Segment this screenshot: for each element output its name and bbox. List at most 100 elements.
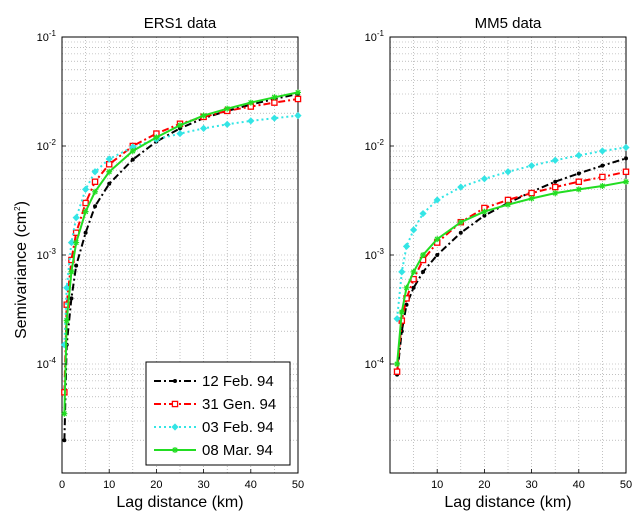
- ers1-series-point: [63, 317, 70, 324]
- ers1-series-point: [62, 438, 67, 443]
- mm5-y-tick-exponent: -3: [377, 247, 385, 256]
- ers1-y-tick-exponent: -4: [49, 356, 57, 365]
- ers1-y-tick-label: 10-1: [37, 29, 57, 44]
- mm5-y-tick-exponent: -2: [377, 138, 385, 147]
- ers1-series-point: [294, 95, 302, 103]
- mm5-x-axis-label: Lag distance (km): [444, 494, 571, 511]
- mm5-series-point: [433, 196, 441, 204]
- mm5-series-point: [411, 285, 416, 290]
- mm5-y-tick-label: 10-4: [365, 356, 385, 371]
- legend-items: 12 Feb. 94 31 Gen. 94 03 Feb. 94 08 Mar. 94: [154, 373, 276, 459]
- ers1-series-point: [72, 214, 80, 222]
- mm5-series-point: [457, 219, 464, 226]
- legend-label: 31 Gen. 94: [202, 396, 276, 413]
- mm5-x-tick-label: 40: [573, 479, 585, 491]
- ers1-series-point: [271, 94, 278, 101]
- ers1-series-point: [67, 238, 76, 247]
- legend-marker-sample: [172, 447, 178, 453]
- ers1-series-point: [177, 122, 183, 129]
- ers1-series-line: [63, 98, 299, 393]
- mm5-y-tick-base: 10: [365, 141, 377, 153]
- mm5-series-line: [396, 180, 627, 365]
- mm5-series-point: [393, 315, 401, 323]
- mm5-series-point: [624, 156, 628, 161]
- mm5-series-point: [622, 168, 630, 176]
- y-axis-label-superscript: 2: [13, 206, 22, 211]
- ers1-y-tick-base: 10: [37, 32, 49, 44]
- mm5-series-point: [553, 179, 558, 184]
- ers1-y-tick-base: 10: [37, 250, 49, 262]
- mm5-series-point: [575, 178, 583, 185]
- mm5-series-point: [435, 253, 440, 257]
- ers1-series-point: [153, 134, 160, 141]
- mm5-series-point: [600, 163, 605, 168]
- mm5-y-tick-label: 10-2: [365, 138, 385, 153]
- mm5-y-tick-base: 10: [365, 359, 377, 371]
- ers1-series-point: [200, 112, 207, 119]
- ers1-series-point: [60, 341, 68, 349]
- ers1-series-point: [82, 208, 89, 215]
- legend-item: 03 Feb. 94: [154, 419, 274, 436]
- ers1-series-point: [73, 239, 80, 246]
- mm5-y-tick-label: 10-1: [365, 29, 385, 44]
- mm5-series-line: [396, 157, 627, 375]
- ers1-x-tick-label: 0: [59, 479, 65, 491]
- legend-marker-sample: [173, 379, 177, 383]
- mm5-x-tick-label: 10: [431, 479, 443, 491]
- ers1-y-tick-exponent: -2: [49, 138, 57, 147]
- ers1-series-point: [91, 178, 99, 185]
- ers1-series-2: [60, 112, 302, 349]
- mm5-x-tick-label: 20: [478, 479, 490, 491]
- legend-box: [145, 361, 291, 466]
- y-axis-label-text: Semivariance (cm: [13, 211, 30, 339]
- mm5-series-point: [398, 308, 405, 315]
- ers1-series-point: [107, 181, 112, 186]
- ers1-x-tick-label: 30: [197, 479, 209, 491]
- ers1-series-point: [74, 263, 79, 268]
- ers1-x-axis-label: Lag distance (km): [116, 494, 243, 511]
- ers1-series-point: [105, 155, 113, 163]
- mm5-series-point: [551, 183, 559, 191]
- ers1-series-point: [223, 120, 231, 128]
- ers1-series-point: [224, 105, 231, 112]
- mm5-series-point: [398, 268, 406, 276]
- mm5-series-point: [552, 190, 559, 197]
- mm5-series-point: [575, 186, 582, 193]
- ers1-series-point: [271, 99, 278, 106]
- legend-item: 31 Gen. 94: [154, 396, 276, 413]
- mm5-series-point: [575, 151, 583, 159]
- ers1-series-point: [91, 168, 99, 176]
- mm5-series-point: [410, 226, 418, 234]
- legend-item: 08 Mar. 94: [154, 442, 273, 459]
- ers1-x-tick-label: 20: [150, 479, 162, 491]
- legend-marker-sample: [171, 400, 179, 408]
- ers1-y-tick-label: 10-4: [37, 356, 57, 371]
- ers1-series-point: [69, 296, 74, 301]
- ers1-series-point: [294, 112, 302, 120]
- ers1-series-point: [295, 89, 301, 96]
- ers1-series-point: [247, 99, 254, 106]
- ers1-series-point: [129, 147, 136, 154]
- ers1-series-3: [61, 89, 301, 417]
- ers1-series-point: [106, 168, 113, 175]
- ers1-y-tick-exponent: -3: [49, 247, 57, 256]
- ers1-series-point: [200, 124, 208, 133]
- mm5-series-point: [505, 201, 511, 208]
- mm5-series-point: [623, 178, 629, 185]
- legend-label: 08 Mar. 94: [202, 442, 273, 459]
- mm5-series-point: [598, 147, 606, 155]
- legend-label: 12 Feb. 94: [202, 373, 274, 390]
- mm5-series-point: [419, 209, 427, 218]
- legend-marker-sample: [171, 423, 179, 431]
- ers1-series-point: [82, 185, 90, 193]
- legend-label: 03 Feb. 94: [202, 419, 274, 436]
- mm5-series-3: [394, 178, 629, 367]
- mm5-series-point: [576, 171, 581, 176]
- ers1-series-point: [63, 284, 71, 292]
- legend-item: 12 Feb. 94: [154, 373, 274, 390]
- ers1-series-point: [270, 114, 278, 122]
